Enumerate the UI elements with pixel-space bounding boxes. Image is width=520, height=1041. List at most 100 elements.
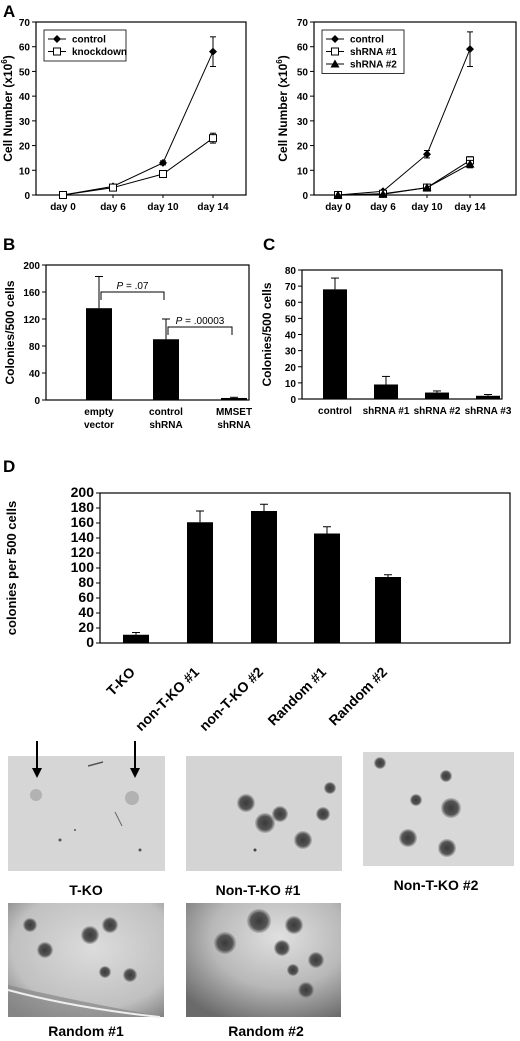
x-tick-label: control (318, 406, 352, 417)
data-point-square (53, 47, 61, 56)
plot-frame (99, 492, 511, 644)
legend-label: control (72, 35, 106, 46)
data-point-triangle (333, 190, 343, 199)
x-tick-label: shRNA #2 (414, 406, 461, 417)
p-value-label: P = .00003 (176, 316, 225, 327)
y-tick-label: 60 (285, 298, 297, 309)
bar (476, 395, 500, 399)
bar (86, 308, 112, 400)
plot-frame (35, 21, 247, 196)
legend-label: shRNA #2 (350, 60, 397, 71)
x-tick-label: day 10 (411, 202, 443, 213)
bar (251, 511, 277, 643)
x-tick-label: day 10 (147, 202, 179, 213)
data-point-diamond (423, 150, 431, 159)
y-tick-label: 40 (297, 92, 309, 103)
x-tick-label: day 6 (100, 202, 126, 213)
plot-frame (45, 264, 250, 401)
series-line (337, 163, 471, 196)
x-tick-label: T-KO (103, 664, 138, 699)
x-tick-label: day 14 (454, 202, 486, 213)
caption-non-t-ko-1: Non-T-KO #1 (216, 882, 301, 898)
y-tick-label: 100 (71, 559, 95, 575)
y-tick-label: 20 (19, 142, 31, 153)
x-tick-label: shRNA (149, 420, 182, 431)
chart-b: 0 40 80 120 160 200 Colonies/500 cells empty vec… (3, 261, 252, 431)
x-tick-label: day 14 (197, 202, 229, 213)
x-tick-label: empty (84, 407, 114, 418)
y-tick-label: 60 (297, 43, 309, 54)
panel-letter-a: A (3, 2, 15, 21)
y-tick-label: 140 (71, 529, 95, 545)
y-tick-label: 160 (23, 288, 40, 299)
bar (374, 384, 398, 399)
y-tick-label: 50 (285, 314, 297, 325)
y-tick-label: 120 (23, 315, 40, 326)
data-point-triangle (422, 183, 432, 192)
y-tick-label: 30 (297, 117, 309, 128)
y-tick-label: 60 (19, 43, 31, 54)
bar (375, 577, 401, 643)
chart-a-left: 0 10 20 30 40 50 60 70 Cell Number (x106) day 0 da… (0, 18, 247, 213)
arrow-1 (32, 741, 42, 778)
data-point-diamond (466, 45, 474, 54)
y-tick-label: 80 (285, 266, 297, 277)
x-tick-label: shRNA #3 (465, 406, 512, 417)
significance-bracket (167, 326, 233, 335)
y-axis-title: Colonies/500 cells (260, 282, 274, 386)
data-point-square (209, 134, 217, 143)
plot-frame (313, 21, 517, 196)
chart-a-right: 0 10 20 30 40 50 60 70 Cell Number (x106) day 0 da… (275, 18, 517, 213)
significance-bracket (100, 291, 165, 300)
data-point-square (331, 47, 339, 56)
y-tick-label: 50 (19, 67, 31, 78)
bar (323, 289, 347, 399)
y-tick-label: 40 (285, 331, 297, 342)
data-point-diamond (53, 35, 61, 43)
y-axis-title: Cell Number (x106) (275, 55, 290, 162)
y-tick-label: 120 (71, 544, 95, 560)
series-line (337, 48, 471, 196)
caption-random-1: Random #1 (48, 1023, 124, 1039)
x-tick-label: vector (84, 420, 114, 431)
x-tick-label: MMSET (216, 407, 252, 418)
y-tick-label: 40 (78, 604, 94, 620)
legend-label: control (350, 35, 384, 46)
y-tick-label: 50 (297, 67, 309, 78)
chart-c: 0 10 20 30 40 50 60 70 80 Colonies/500 cells contr… (260, 266, 512, 417)
y-tick-label: 10 (285, 379, 297, 390)
bar (425, 392, 449, 399)
bar (314, 533, 340, 643)
y-tick-label: 10 (19, 166, 31, 177)
x-tick-label: shRNA (217, 420, 250, 431)
data-point-triangle (465, 159, 475, 168)
x-tick-label: non-T-KO #2 (196, 664, 266, 734)
caption-non-t-ko-2: Non-T-KO #2 (394, 877, 479, 893)
legend-label: knockdown (72, 47, 127, 58)
y-tick-label: 40 (19, 92, 31, 103)
data-point-square (109, 183, 117, 192)
micrograph-non-t-ko-2 (363, 752, 514, 866)
legend-label: shRNA #1 (350, 47, 397, 58)
x-tick-label: day 0 (325, 202, 351, 213)
micrograph-random-1 (7, 903, 164, 1018)
y-tick-label: 30 (285, 347, 297, 358)
y-tick-label: 180 (71, 499, 95, 515)
x-tick-label: control (149, 407, 183, 418)
micrograph-random-2 (186, 903, 341, 1017)
y-tick-label: 80 (78, 574, 94, 590)
series-line (62, 51, 214, 196)
y-tick-label: 160 (71, 514, 95, 530)
data-point-square (159, 169, 167, 178)
x-tick-label: day 0 (50, 202, 76, 213)
y-axis-title: Colonies/500 cells (3, 280, 17, 384)
bar (187, 522, 213, 643)
x-tick-label: Random #2 (325, 664, 390, 729)
data-point-triangle (378, 189, 388, 198)
legend-box (43, 29, 127, 62)
arrow-2 (130, 741, 140, 778)
x-tick-label: non-T-KO #1 (132, 664, 202, 734)
y-tick-label: 0 (86, 634, 94, 650)
data-point-diamond (209, 47, 217, 56)
